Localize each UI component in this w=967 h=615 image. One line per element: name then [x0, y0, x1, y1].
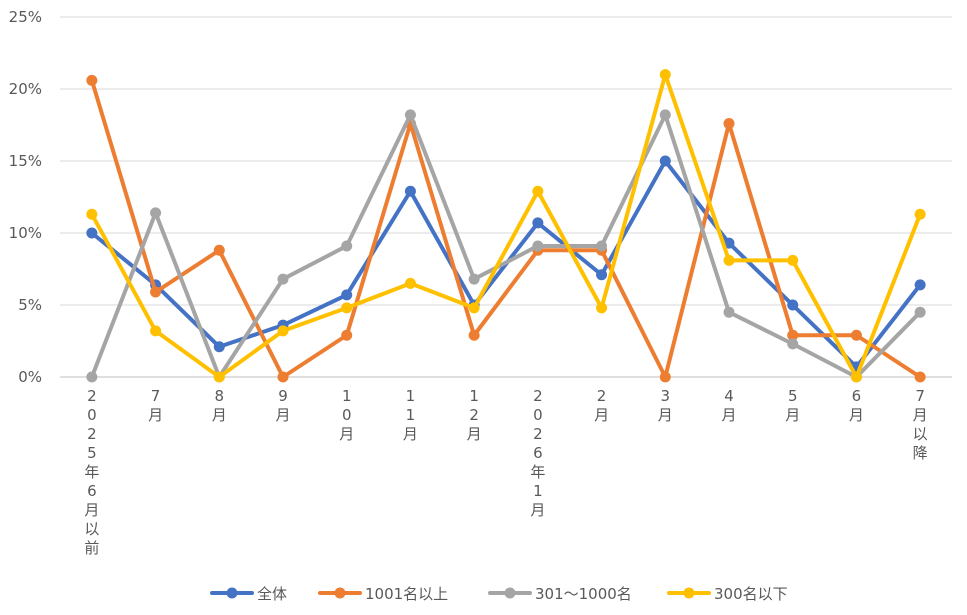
- data-point: [659, 109, 671, 121]
- series-4: [86, 69, 926, 383]
- y-tick-label: 25%: [9, 8, 42, 26]
- data-point: [787, 338, 799, 350]
- data-point: [404, 277, 416, 289]
- data-point: [723, 118, 735, 130]
- data-point: [150, 325, 162, 337]
- y-axis-ticks: 0% 5% 10% 15% 20% 25%: [9, 8, 42, 386]
- data-point: [468, 329, 480, 341]
- legend-swatch-marker: [504, 587, 516, 599]
- legend-item: 301〜1000名: [488, 585, 632, 603]
- data-point: [596, 240, 608, 252]
- y-tick-label: 5%: [18, 296, 42, 314]
- legend-swatch-marker: [334, 587, 346, 599]
- data-point: [341, 289, 353, 301]
- data-point: [86, 208, 98, 220]
- legend-label: 301〜1000名: [535, 585, 632, 603]
- data-point: [86, 227, 98, 239]
- data-point: [723, 254, 735, 266]
- y-tick-label: 15%: [9, 152, 42, 170]
- data-point: [213, 244, 225, 256]
- data-point: [213, 371, 225, 383]
- series-lines: [86, 69, 926, 383]
- legend-item: 300名以下: [667, 585, 788, 603]
- data-point: [914, 371, 926, 383]
- data-point: [532, 240, 544, 252]
- data-point: [787, 329, 799, 341]
- data-point: [659, 371, 671, 383]
- data-point: [532, 185, 544, 197]
- gridlines: [60, 16, 952, 378]
- data-point: [150, 286, 162, 298]
- series-line: [89, 78, 923, 379]
- data-point: [659, 69, 671, 81]
- legend-item: 全体: [210, 585, 287, 603]
- y-tick-label: 0%: [18, 368, 42, 386]
- x-tick-label: 7 月以降: [913, 387, 928, 462]
- data-point: [659, 155, 671, 167]
- y-tick-label: 10%: [9, 224, 42, 242]
- series-line: [89, 72, 923, 379]
- data-point: [213, 341, 225, 353]
- legend-swatch-marker: [226, 587, 238, 599]
- data-point: [341, 240, 353, 252]
- data-point: [277, 371, 289, 383]
- data-point: [532, 217, 544, 229]
- data-point: [596, 269, 608, 281]
- data-point: [914, 306, 926, 318]
- data-point: [404, 185, 416, 197]
- data-point: [86, 371, 98, 383]
- data-point: [596, 302, 608, 314]
- legend: 全体 1001名以上 301〜1000名 300名以下: [210, 585, 788, 603]
- x-axis-ticks: 2 0 2 5 年 6 月以前 7 月 8 月 9 月 1 0 月 1 1 月 1 2 月 2 0 2 6 年 1 月 2 月 3 月 4 月 5 月 6…: [84, 387, 927, 557]
- data-point: [150, 207, 162, 219]
- legend-label: 1001名以上: [365, 585, 448, 603]
- y-tick-label: 20%: [9, 80, 42, 98]
- data-point: [277, 325, 289, 337]
- data-point: [468, 302, 480, 314]
- data-point: [468, 273, 480, 285]
- legend-label: 300名以下: [714, 585, 788, 603]
- series-line: [89, 112, 923, 379]
- data-point: [277, 273, 289, 285]
- series-2: [86, 74, 926, 383]
- data-point: [341, 302, 353, 314]
- data-point: [341, 329, 353, 341]
- data-point: [404, 109, 416, 121]
- data-point: [914, 279, 926, 291]
- data-point: [850, 329, 862, 341]
- data-point: [86, 74, 98, 86]
- data-point: [850, 371, 862, 383]
- data-point: [787, 299, 799, 311]
- data-point: [723, 306, 735, 318]
- data-point: [914, 208, 926, 220]
- legend-label: 全体: [257, 585, 287, 603]
- data-point: [723, 237, 735, 249]
- legend-item: 1001名以上: [318, 585, 448, 603]
- x-tick-label: 2 0 2 5 年 6 月以前: [84, 387, 99, 557]
- legend-swatch-marker: [683, 587, 695, 599]
- data-point: [787, 254, 799, 266]
